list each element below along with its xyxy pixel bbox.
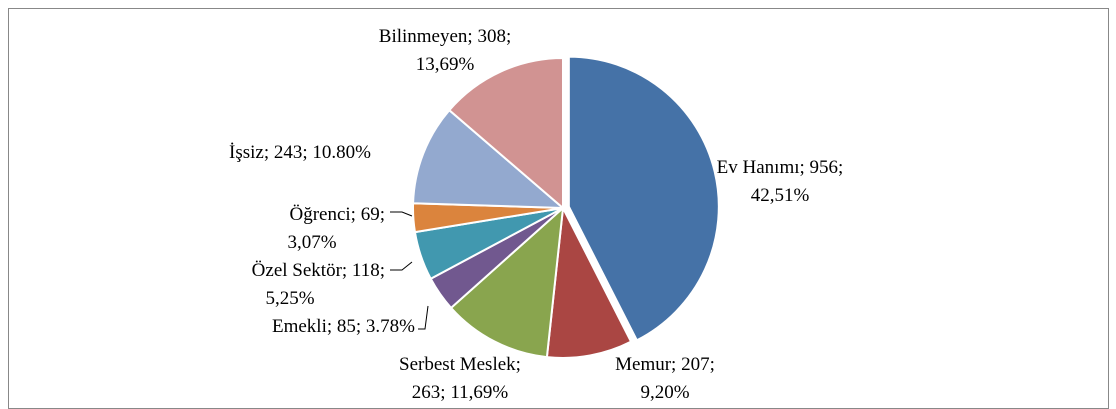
data-label: 42,51%: [751, 185, 810, 206]
pie-slice: [449, 205, 565, 359]
leader-line: [390, 261, 413, 271]
data-label: 263; 11,69%: [412, 382, 509, 403]
leader-lines: [390, 211, 429, 330]
data-label: 5,25%: [265, 288, 314, 309]
pie-slice: [447, 56, 564, 211]
data-label: Emekli; 85; 3.78%: [272, 316, 415, 337]
leader-line: [390, 211, 413, 217]
pie-slice: [545, 204, 633, 359]
pie-slice: [567, 55, 720, 342]
data-label: İşsiz; 243; 10.80%: [229, 142, 371, 163]
data-label: 3,07%: [287, 232, 336, 253]
leader-line: [418, 305, 429, 330]
data-label: Öğrenci; 69;: [289, 204, 385, 225]
data-label: Memur; 207;: [615, 354, 715, 375]
data-label: 13,69%: [416, 54, 475, 75]
data-label: 9,20%: [640, 382, 689, 403]
data-label: Bilinmeyen; 308;: [379, 26, 511, 47]
data-label: Özel Sektör; 118;: [252, 260, 385, 281]
data-label: Ev Hanımı; 956;: [717, 157, 844, 178]
pie-slice: [412, 108, 566, 210]
data-label: Serbest Meslek;: [399, 354, 521, 375]
